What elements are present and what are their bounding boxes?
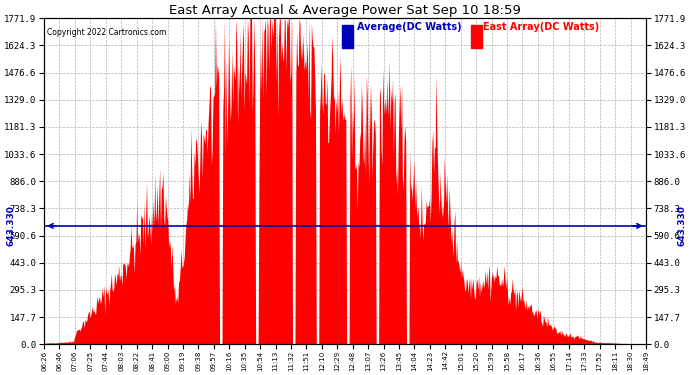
- Text: Average(DC Watts): Average(DC Watts): [357, 22, 462, 32]
- Text: East Array(DC Watts): East Array(DC Watts): [484, 22, 600, 32]
- Text: 643.330: 643.330: [6, 206, 15, 246]
- FancyBboxPatch shape: [471, 25, 482, 48]
- Text: 643.330: 643.330: [678, 206, 687, 246]
- FancyBboxPatch shape: [342, 25, 353, 48]
- Title: East Array Actual & Average Power Sat Sep 10 18:59: East Array Actual & Average Power Sat Se…: [169, 4, 521, 17]
- Text: Copyright 2022 Cartronics.com: Copyright 2022 Cartronics.com: [47, 28, 166, 37]
